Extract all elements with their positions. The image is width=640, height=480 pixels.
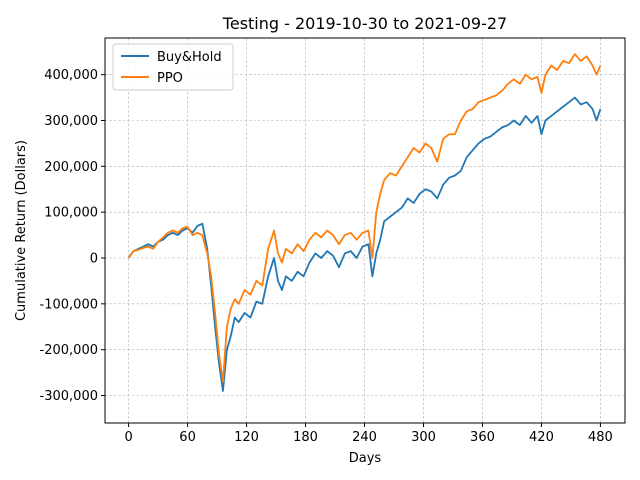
y-axis-ticks: -300,000 -200,000 -100,000 0 100,000 200,000 3… bbox=[40, 68, 105, 404]
x-tick-label: 480 bbox=[588, 430, 613, 445]
y-tick-label: -200,000 bbox=[40, 343, 98, 358]
x-tick-label: 300 bbox=[411, 430, 436, 445]
y-tick-label: 0 bbox=[90, 252, 98, 267]
series-line-buy-hold bbox=[127, 96, 602, 392]
legend-label-buy-hold: Buy&Hold bbox=[157, 50, 222, 65]
x-tick-label: 420 bbox=[529, 430, 554, 445]
y-tick-label: -100,000 bbox=[40, 297, 98, 312]
x-axis-ticks: 0 60 120 180 240 300 360 420 480 bbox=[124, 423, 613, 445]
x-axis-title: Days bbox=[349, 451, 382, 466]
series-lines bbox=[127, 53, 602, 392]
x-tick-label: 360 bbox=[470, 430, 495, 445]
x-tick-label: 180 bbox=[293, 430, 318, 445]
x-tick-label: 60 bbox=[179, 430, 196, 445]
y-tick-label: 300,000 bbox=[44, 114, 98, 129]
chart-title: Testing - 2019-10-30 to 2021-09-27 bbox=[222, 14, 507, 33]
series-line-ppo bbox=[127, 53, 602, 383]
y-tick-label: -300,000 bbox=[40, 389, 98, 404]
y-tick-label: 100,000 bbox=[44, 206, 98, 221]
y-tick-label: 400,000 bbox=[44, 68, 98, 83]
y-axis-title: Cumulative Return (Dollars) bbox=[14, 140, 29, 321]
y-tick-label: 200,000 bbox=[44, 160, 98, 175]
legend: Buy&Hold PPO bbox=[112, 43, 234, 91]
legend-label-ppo: PPO bbox=[157, 71, 183, 86]
x-tick-label: 240 bbox=[352, 430, 377, 445]
x-tick-label: 120 bbox=[234, 430, 259, 445]
x-tick-label: 0 bbox=[124, 430, 132, 445]
